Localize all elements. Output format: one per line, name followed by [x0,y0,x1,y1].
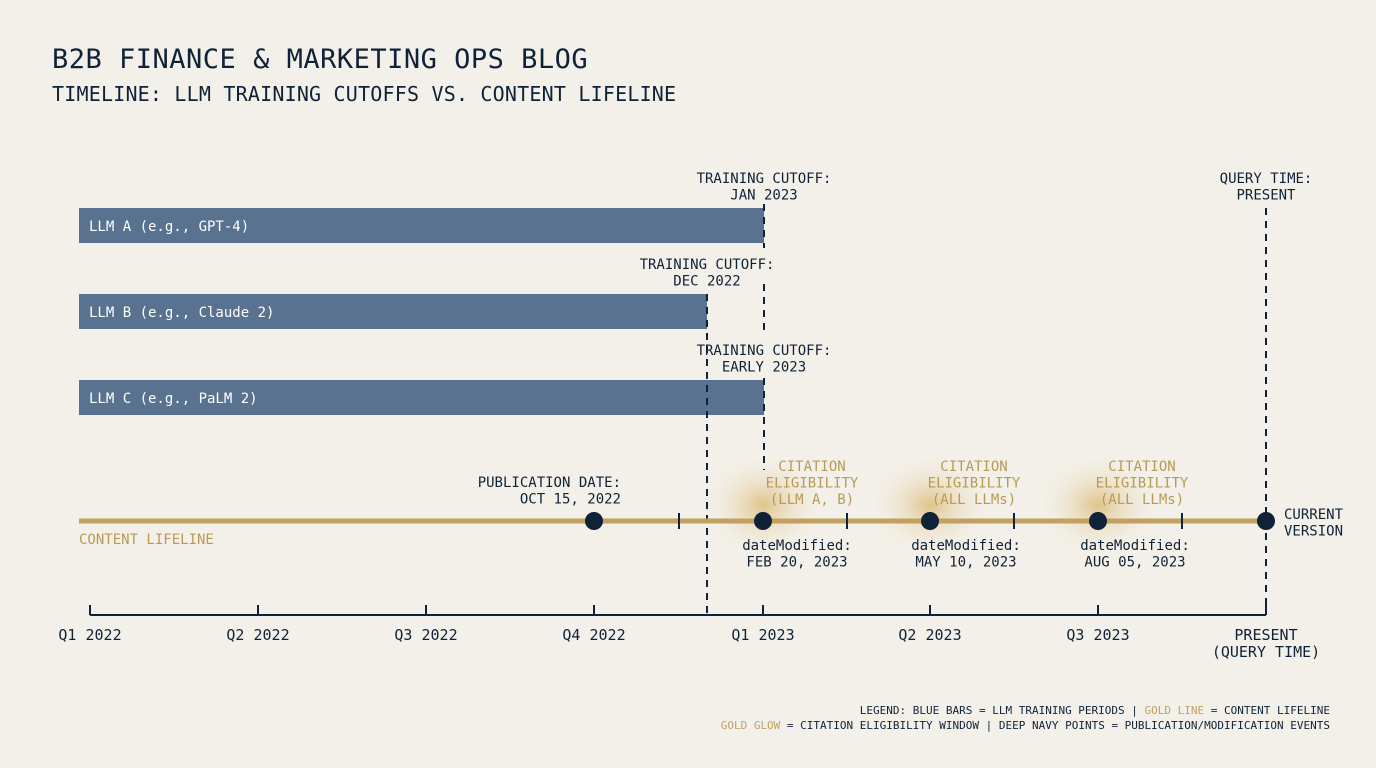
axis-tick-label: Q4 2022 [562,626,625,644]
event-point [1257,512,1275,530]
legend-text: = CITATION ELIGIBILITY WINDOW | DEEP NAV… [780,719,1330,732]
citation-eligibility-label: CITATION ELIGIBILITY (LLM A, B) [766,459,859,508]
cutoff-label-llm-a: TRAINING CUTOFF: JAN 2023 [697,171,832,204]
llm-training-bar [79,294,707,329]
publication-date-label: PUBLICATION DATE: OCT 15, 2022 [478,475,621,508]
legend-text: = CONTENT LIFELINE [1204,704,1330,717]
cutoff-label-llm-c: TRAINING CUTOFF: EARLY 2023 [697,343,832,376]
date-modified-label: dateModified: FEB 20, 2023 [742,538,852,571]
citation-eligibility-label: CITATION ELIGIBILITY (ALL LLMs) [928,459,1021,508]
event-point [585,512,603,530]
date-modified-label: dateModified: AUG 05, 2023 [1080,538,1190,571]
page-subtitle: TIMELINE: LLM TRAINING CUTOFFS VS. CONTE… [52,82,677,106]
event-point [754,512,772,530]
page-title: B2B FINANCE & MARKETING OPS BLOG [52,44,589,75]
llm-bar-label: LLM A (e.g., GPT-4) [89,219,249,235]
lifeline-label: CONTENT LIFELINE [79,532,214,548]
legend-line-1: LEGEND: BLUE BARS = LLM TRAINING PERIODS… [721,703,1330,718]
legend-line-2: GOLD GLOW = CITATION ELIGIBILITY WINDOW … [721,718,1330,733]
axis-tick-label: Q3 2022 [394,626,457,644]
legend: LEGEND: BLUE BARS = LLM TRAINING PERIODS… [721,703,1330,733]
citation-eligibility-glow [868,453,992,557]
llm-bar-label: LLM B (e.g., Claude 2) [89,305,274,321]
llm-training-bar [79,380,764,415]
llm-bar-label: LLM C (e.g., PaLM 2) [89,391,258,407]
llm-training-bar [79,208,764,243]
citation-eligibility-label: CITATION ELIGIBILITY (ALL LLMs) [1096,459,1189,508]
event-point [921,512,939,530]
date-modified-label: dateModified: MAY 10, 2023 [911,538,1021,571]
current-version-label: CURRENT VERSION [1284,507,1344,540]
axis-tick-label: Q1 2022 [58,626,121,644]
event-point [1089,512,1107,530]
query-time-label: QUERY TIME: PRESENT [1220,171,1313,204]
citation-eligibility-glow [701,453,825,557]
axis-tick-label: Q3 2023 [1066,626,1129,644]
axis-tick-label: PRESENT (QUERY TIME) [1212,626,1320,661]
cutoff-label-llm-b: TRAINING CUTOFF: DEC 2022 [640,257,775,290]
axis-tick-label: Q1 2023 [731,626,794,644]
legend-gold-glow: GOLD GLOW [720,719,781,732]
legend-text: LEGEND: BLUE BARS = LLM TRAINING PERIODS… [859,704,1145,717]
citation-eligibility-glow [1036,453,1160,557]
axis-tick-label: Q2 2022 [226,626,289,644]
legend-gold-line: GOLD LINE [1144,704,1205,717]
axis-tick-label: Q2 2023 [898,626,961,644]
